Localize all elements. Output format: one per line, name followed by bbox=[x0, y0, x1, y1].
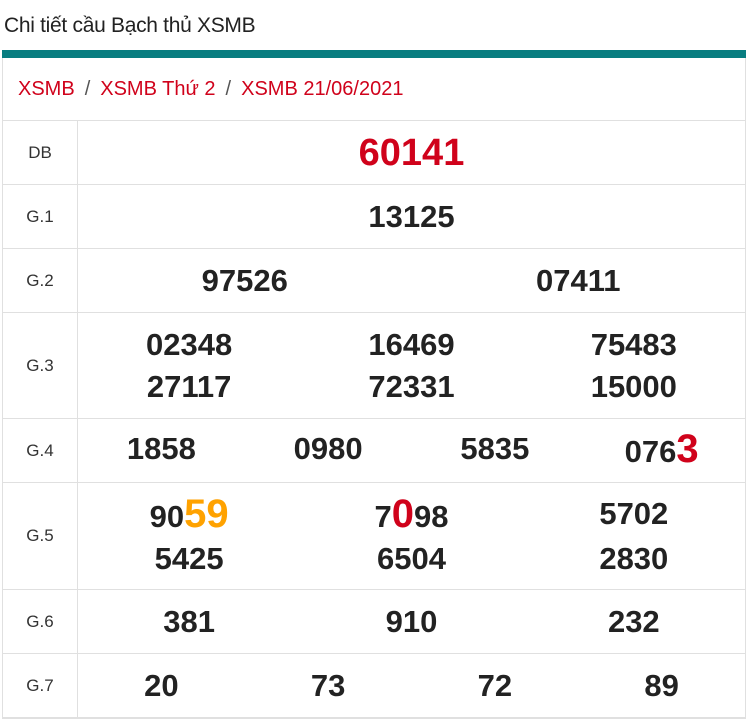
prize-number: 20 bbox=[78, 665, 245, 707]
breadcrumb-xsmb[interactable]: XSMB bbox=[18, 77, 75, 100]
prize-number: 5425 bbox=[78, 538, 300, 580]
prize-rows: DB 60141 G.1 13125 G.2 97526 07411 G.3 02348 1646… bbox=[3, 121, 745, 718]
prize-numbers: 97526 07411 bbox=[78, 249, 745, 312]
highlighted-digits: 0 bbox=[391, 491, 414, 536]
prize-number: 0980 bbox=[245, 428, 412, 473]
prize-label: DB bbox=[3, 121, 78, 184]
prize-number: 232 bbox=[523, 601, 745, 643]
prize-number: 89 bbox=[578, 665, 745, 707]
number-digits: 89 bbox=[644, 667, 679, 703]
number-digits: 07411 bbox=[536, 262, 621, 298]
number-digits: 73 bbox=[310, 667, 346, 703]
number-digits: 15000 bbox=[590, 368, 677, 404]
number-digits: 232 bbox=[607, 603, 660, 639]
prize-number: 5702 bbox=[523, 493, 745, 538]
number-digits: 7 bbox=[374, 498, 392, 534]
page-title: Chi tiết cầu Bạch thủ XSMB bbox=[4, 14, 256, 37]
prize-numbers: 13125 bbox=[78, 185, 745, 248]
prize-number: 1858 bbox=[78, 428, 245, 473]
breadcrumb-separator: / bbox=[84, 77, 91, 100]
breadcrumb-separator: / bbox=[225, 77, 232, 100]
number-digits: 2830 bbox=[599, 540, 669, 576]
prize-row: G.6 381 910 232 bbox=[3, 590, 745, 654]
number-digits: 98 bbox=[414, 498, 449, 534]
prize-number: 7 0 98 bbox=[300, 493, 522, 538]
prize-numbers: 1858 0980 5835 076 3 bbox=[78, 419, 745, 482]
number-digits: 13125 bbox=[368, 198, 455, 234]
number-digits: 076 bbox=[624, 434, 677, 469]
number-digits: 0980 bbox=[293, 431, 363, 466]
prize-number: 27117 bbox=[78, 366, 300, 408]
number-digits: 97526 bbox=[201, 262, 288, 298]
number-digits: 27117 bbox=[146, 368, 232, 404]
breadcrumb-xsmb-thu-2[interactable]: XSMB Thứ 2 bbox=[100, 77, 216, 100]
prize-number: 13125 bbox=[78, 196, 745, 238]
prize-numbers: 381 910 232 bbox=[78, 590, 745, 653]
number-digits: 02348 bbox=[146, 326, 233, 362]
prize-numbers: 20 73 72 89 bbox=[78, 654, 745, 717]
number-digits: 20 bbox=[144, 667, 179, 703]
prize-number: 5835 bbox=[412, 428, 579, 473]
prize-number: 02348 bbox=[78, 324, 300, 366]
number-digits: 910 bbox=[385, 603, 438, 639]
number-digits: 1858 bbox=[126, 431, 196, 466]
highlighted-digits: 3 bbox=[676, 427, 699, 471]
prize-number: 6504 bbox=[300, 538, 522, 580]
number-digits: 16469 bbox=[368, 326, 455, 362]
prize-number: 910 bbox=[300, 601, 522, 643]
prize-number: 72331 bbox=[300, 366, 522, 408]
breadcrumb: XSMB / XSMB Thứ 2 / XSMB 21/06/2021 bbox=[3, 58, 745, 121]
prize-label: G.4 bbox=[3, 419, 78, 482]
prize-row: DB 60141 bbox=[3, 121, 745, 185]
prize-label: G.1 bbox=[3, 185, 78, 248]
prize-number: 15000 bbox=[523, 366, 745, 408]
prize-number: 076 3 bbox=[578, 428, 745, 473]
prize-number: 60141 bbox=[78, 132, 745, 174]
number-digits: 381 bbox=[163, 603, 216, 639]
title-underline bbox=[2, 50, 746, 58]
prize-row: G.2 97526 07411 bbox=[3, 249, 745, 313]
prize-row: G.3 02348 16469 75483 27117 72331 15000 bbox=[3, 313, 745, 419]
prize-label: G.7 bbox=[3, 654, 78, 717]
prize-row: G.4 1858 0980 5835 076 3 bbox=[3, 419, 745, 483]
prize-row: G.1 13125 bbox=[3, 185, 745, 249]
number-digits: 72 bbox=[477, 667, 513, 703]
breadcrumb-xsmb-date[interactable]: XSMB 21/06/2021 bbox=[241, 77, 404, 100]
number-digits: 6504 bbox=[377, 540, 446, 576]
prize-number: 75483 bbox=[523, 324, 745, 366]
number-digits: 75483 bbox=[590, 326, 677, 362]
results-table: XSMB / XSMB Thứ 2 / XSMB 21/06/2021 DB 60… bbox=[2, 58, 746, 719]
prize-number: 97526 bbox=[78, 260, 412, 302]
prize-numbers: 90 59 7 0 98 5702 5425 6504 2830 bbox=[78, 483, 745, 589]
prize-number: 2830 bbox=[523, 538, 745, 580]
prize-numbers: 60141 bbox=[78, 121, 745, 184]
prize-number: 90 59 bbox=[78, 493, 300, 538]
prize-label: G.5 bbox=[3, 483, 78, 589]
prize-row: G.7 20 73 72 89 bbox=[3, 654, 745, 718]
number-digits: 5702 bbox=[599, 495, 669, 531]
prize-label: G.3 bbox=[3, 313, 78, 418]
highlighted-digits: 60141 bbox=[358, 131, 465, 174]
prize-row: G.5 90 59 7 0 98 5702 5425 6504 2830 bbox=[3, 483, 745, 590]
number-digits: 90 bbox=[149, 498, 185, 534]
prize-number: 73 bbox=[245, 665, 412, 707]
number-digits: 5835 bbox=[460, 431, 530, 466]
prize-label: G.6 bbox=[3, 590, 78, 653]
prize-label: G.2 bbox=[3, 249, 78, 312]
prize-numbers: 02348 16469 75483 27117 72331 15000 bbox=[78, 313, 745, 418]
number-digits: 72331 bbox=[368, 368, 455, 404]
highlighted-digits: 59 bbox=[184, 491, 229, 536]
prize-number: 72 bbox=[412, 665, 579, 707]
prize-number: 07411 bbox=[412, 260, 746, 302]
prize-number: 16469 bbox=[300, 324, 522, 366]
number-digits: 5425 bbox=[154, 540, 224, 576]
prize-number: 381 bbox=[78, 601, 300, 643]
